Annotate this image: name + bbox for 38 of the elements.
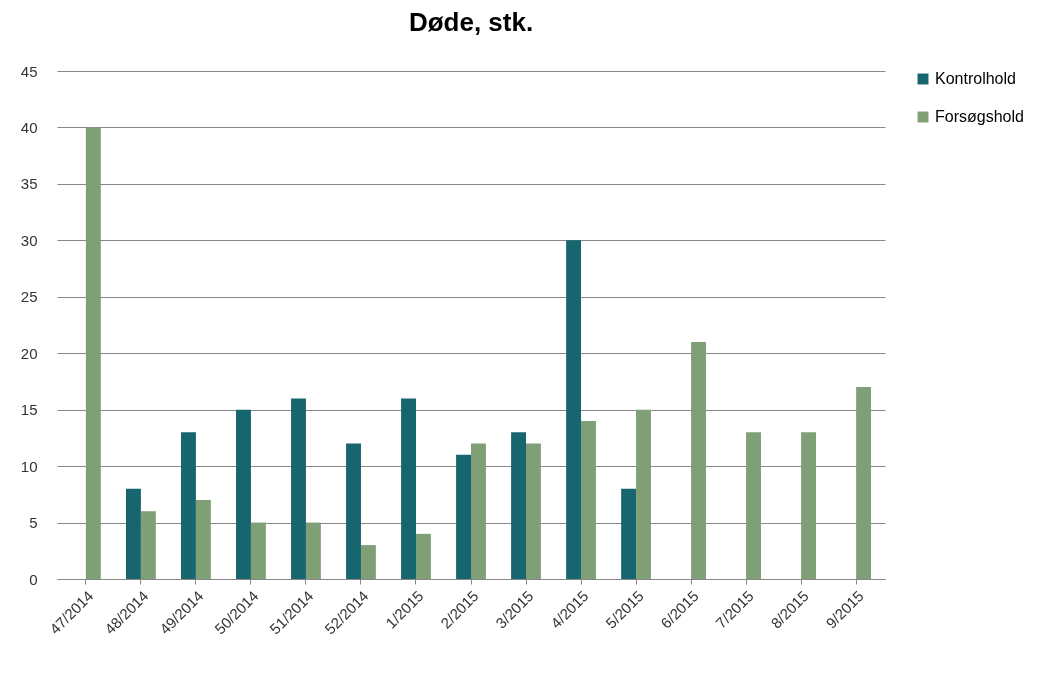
legend-label: Forsøgshold (935, 108, 1024, 125)
bar (291, 398, 306, 579)
legend-label: Kontrolhold (935, 70, 1016, 87)
bar (360, 545, 376, 579)
bar (746, 432, 761, 579)
bar (691, 341, 706, 579)
y-tick-label: 20 (20, 344, 38, 362)
bar (305, 522, 321, 579)
bar (236, 409, 251, 579)
chart-title: Døde, stk. (408, 7, 534, 37)
y-tick-label: 30 (20, 231, 38, 249)
y-tick-label: 40 (20, 118, 38, 136)
bar (415, 533, 431, 579)
y-tick-label: 0 (29, 570, 38, 588)
bar (250, 522, 266, 579)
bar (801, 432, 816, 579)
bar (471, 443, 486, 579)
bar (140, 511, 156, 579)
bar (566, 240, 582, 579)
bar (346, 443, 361, 579)
bar (401, 398, 416, 579)
y-tick-label: 25 (20, 288, 38, 306)
bar (526, 443, 541, 579)
bar (581, 420, 596, 579)
bar (195, 499, 211, 579)
bar (456, 454, 471, 579)
bar (126, 488, 141, 579)
bar (621, 488, 637, 579)
y-tick-label: 10 (20, 457, 38, 475)
bar (511, 432, 527, 579)
y-tick-label: 5 (29, 514, 38, 532)
y-tick-label: 45 (20, 62, 38, 80)
bar (856, 387, 872, 579)
bar (85, 127, 101, 579)
bar (181, 432, 196, 579)
bar (636, 409, 651, 579)
y-tick-label: 15 (20, 401, 38, 419)
y-tick-label: 35 (20, 175, 38, 193)
